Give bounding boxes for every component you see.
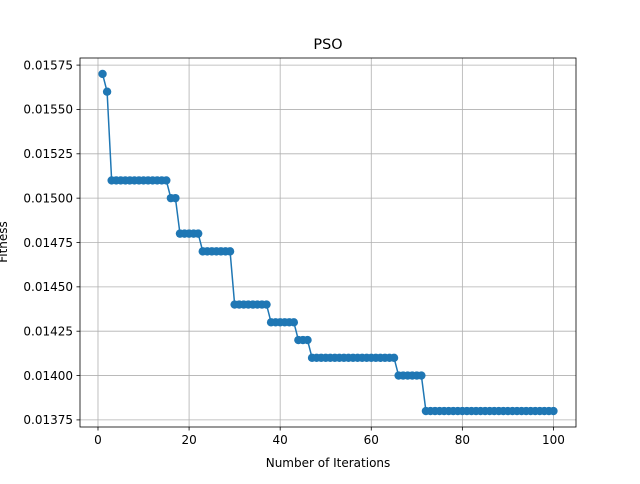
data-point (549, 406, 558, 416)
x-tick-label: 20 (181, 433, 196, 447)
x-tick-label: 40 (273, 433, 288, 447)
data-point (193, 229, 203, 238)
chart-title: PSO (313, 37, 342, 53)
y-tick-label: 0.01550 (23, 103, 73, 117)
data-point (102, 87, 112, 96)
axis-ticks: 0 20 40 60 80 100 0.01375 0.01400 0.01425 0.01450… (23, 58, 565, 447)
data-point (262, 300, 271, 309)
x-tick-label: 0 (94, 433, 102, 447)
y-tick-label: 0.01500 (23, 191, 73, 205)
grid-lines (80, 58, 576, 427)
data-point (98, 69, 107, 79)
data-point (171, 193, 180, 203)
data-point (289, 318, 299, 327)
data-point (303, 335, 312, 345)
y-tick-label: 0.01525 (23, 147, 73, 161)
data-point (389, 353, 399, 363)
y-tick-label: 0.01375 (23, 413, 73, 427)
x-axis-label: Number of Iterations (266, 456, 391, 470)
y-tick-label: 0.01425 (23, 325, 73, 339)
data-point (225, 247, 235, 256)
series-layer (98, 69, 558, 416)
y-tick-label: 0.01575 (23, 58, 73, 72)
y-axis-label: Fitness (0, 221, 10, 263)
data-point (162, 176, 171, 185)
y-tick-label: 0.01475 (23, 236, 73, 250)
data-point (417, 371, 426, 380)
y-tick-label: 0.01450 (23, 280, 73, 294)
y-tick-label: 0.01400 (23, 369, 73, 383)
x-tick-label: 80 (455, 433, 470, 447)
x-tick-label: 60 (364, 433, 379, 447)
x-tick-label: 100 (542, 433, 565, 447)
